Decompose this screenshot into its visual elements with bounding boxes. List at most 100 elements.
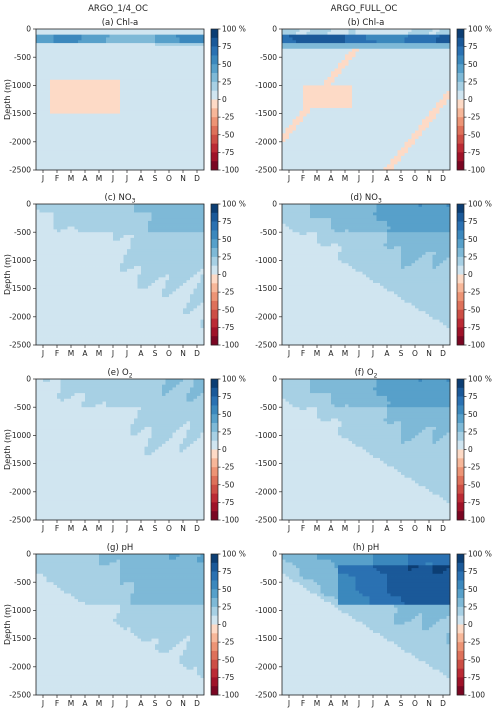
heat-cell xyxy=(183,83,187,86)
heat-cell xyxy=(152,156,156,159)
heat-cell xyxy=(180,60,184,63)
heat-cell xyxy=(405,57,409,60)
heat-cell xyxy=(64,77,68,80)
heat-cell xyxy=(328,105,332,108)
heat-cell xyxy=(289,32,293,35)
heat-cell xyxy=(71,88,75,91)
heat-cell xyxy=(78,100,82,103)
heat-cell xyxy=(148,66,152,69)
heat-cell xyxy=(422,94,426,97)
heat-cell xyxy=(349,46,353,49)
heat-cell xyxy=(401,116,405,119)
heat-cell xyxy=(124,74,128,77)
heat-cell xyxy=(408,131,412,134)
heat-cell xyxy=(47,32,51,35)
heat-cell xyxy=(103,63,107,66)
heat-cell xyxy=(422,125,426,128)
heat-cell xyxy=(117,114,121,117)
heat-cell xyxy=(187,116,191,119)
heat-cell xyxy=(436,52,440,55)
heat-cell xyxy=(85,116,89,119)
heat-cell xyxy=(155,164,159,167)
heat-cell xyxy=(75,150,79,153)
heat-cell xyxy=(303,150,307,153)
heat-cell xyxy=(134,156,138,159)
heat-cell xyxy=(54,49,58,52)
heat-cell xyxy=(422,54,426,57)
heat-cell xyxy=(338,80,342,83)
heat-cell xyxy=(286,63,290,66)
heat-cell xyxy=(155,37,159,40)
heat-cell xyxy=(317,136,321,139)
heat-cell xyxy=(377,83,381,86)
heat-cell xyxy=(373,43,377,46)
heat-cell xyxy=(43,119,47,122)
heat-cell xyxy=(387,74,391,77)
heat-cell xyxy=(300,85,304,88)
heat-cell xyxy=(412,49,416,52)
heat-cell xyxy=(335,60,339,63)
heat-cell xyxy=(159,43,163,46)
heat-cell xyxy=(307,49,311,52)
heat-cell xyxy=(349,85,353,88)
heat-cell xyxy=(391,40,395,43)
heat-cell xyxy=(180,142,184,145)
heat-cell xyxy=(134,100,138,103)
heat-cell xyxy=(50,68,54,71)
heat-cell xyxy=(36,74,40,77)
heat-cell xyxy=(120,105,124,108)
heat-cell xyxy=(310,114,314,117)
heat-cell xyxy=(131,164,135,167)
heat-cell xyxy=(68,97,72,100)
heat-cell xyxy=(64,128,68,131)
heat-cell xyxy=(82,136,86,139)
heat-cell xyxy=(391,91,395,94)
heat-cell xyxy=(92,91,96,94)
heat-cell xyxy=(117,68,121,71)
heat-cell xyxy=(166,159,170,162)
heat-cell xyxy=(117,35,121,38)
heat-cell xyxy=(145,43,149,46)
heat-cell xyxy=(75,164,79,167)
heat-cell xyxy=(148,145,152,148)
heat-cell xyxy=(120,111,124,114)
heat-cell xyxy=(127,66,131,69)
y-tick-label: -1500 xyxy=(9,109,31,118)
colorbar-tick-label: 100 % xyxy=(222,25,246,34)
heat-cell xyxy=(180,40,184,43)
heat-cell xyxy=(349,60,353,63)
heat-cell xyxy=(412,71,416,74)
heat-cell xyxy=(145,145,149,148)
heat-cell xyxy=(50,142,54,145)
heat-cell xyxy=(169,111,173,114)
heat-cell xyxy=(148,159,152,162)
heat-cell xyxy=(120,162,124,165)
heat-cell xyxy=(328,150,332,153)
heat-cell xyxy=(335,139,339,142)
heat-cell xyxy=(405,108,409,111)
heat-cell xyxy=(176,77,180,80)
heat-cell xyxy=(106,80,110,83)
heat-cell xyxy=(401,111,405,114)
heat-cell xyxy=(426,40,430,43)
heat-cell xyxy=(282,40,286,43)
heat-cell xyxy=(78,142,82,145)
heat-cell xyxy=(36,94,40,97)
heat-cell xyxy=(187,49,191,52)
heat-cell xyxy=(296,133,300,136)
heat-cell xyxy=(426,111,430,114)
heat-cell xyxy=(338,114,342,117)
heat-cell xyxy=(286,150,290,153)
heat-cell xyxy=(124,153,128,156)
heat-cell xyxy=(401,102,405,105)
heat-cell xyxy=(187,128,191,131)
heat-cell xyxy=(54,32,58,35)
heat-cell xyxy=(99,119,103,122)
heat-cell xyxy=(155,85,159,88)
heat-cell xyxy=(71,83,75,86)
heat-cell xyxy=(426,35,430,38)
heat-cell xyxy=(54,80,58,83)
heat-cell xyxy=(99,116,103,119)
heat-cell xyxy=(141,131,145,134)
heat-cell xyxy=(71,116,75,119)
